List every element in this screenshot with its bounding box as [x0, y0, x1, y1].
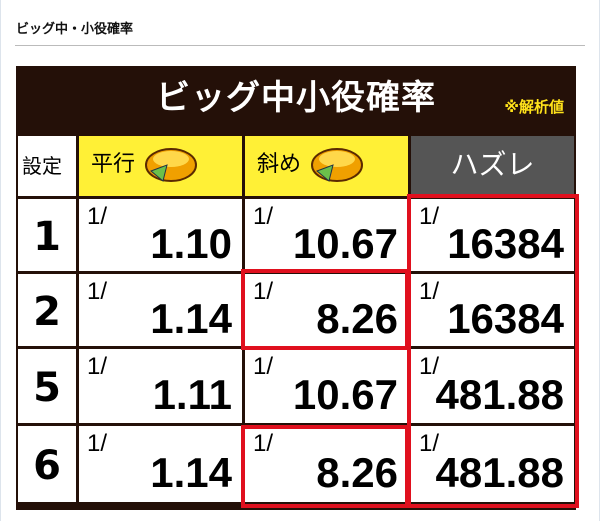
miss-probability-cell: 1/16384: [409, 197, 576, 273]
header-parallel-label: 平行: [91, 152, 136, 177]
diagonal-value: 8.26: [316, 449, 398, 496]
header-setting: 設定: [16, 134, 78, 198]
highlight-diagonal-setting-2: [241, 269, 409, 350]
miss-value: 16384: [447, 295, 564, 342]
diagonal-value: 10.67: [292, 220, 398, 267]
fraction-prefix: 1/: [87, 278, 108, 305]
parallel-value: 1.14: [150, 449, 232, 496]
setting-cell: 5: [16, 347, 78, 425]
parallel-value: 1.11: [152, 371, 232, 418]
fraction-prefix: 1/: [253, 353, 274, 380]
parallel-probability-cell: 1/1.10: [77, 197, 244, 273]
fraction-prefix: 1/: [253, 203, 274, 230]
divider: [15, 45, 585, 46]
highlight-diagonal-setting-6: [241, 425, 409, 508]
parallel-value: 1.14: [150, 295, 232, 342]
diagonal-probability-cell: 1/8.26: [243, 272, 410, 348]
parallel-value: 1.10: [150, 220, 232, 267]
diagonal-probability-cell: 1/10.67: [243, 197, 410, 273]
fraction-prefix: 1/: [87, 430, 108, 457]
fraction-prefix: 1/: [87, 353, 108, 380]
diagonal-value: 10.67: [292, 371, 398, 418]
fraction-prefix: 1/: [419, 278, 440, 305]
parallel-probability-cell: 1/1.11: [77, 347, 244, 425]
header-miss: ハズレ: [409, 134, 576, 198]
fraction-prefix: 1/: [419, 353, 440, 380]
diagonal-probability-cell: 1/8.26: [243, 424, 410, 504]
table-title-text: ビッグ中小役確率: [156, 78, 436, 118]
diagonal-probability-cell: 1/10.67: [243, 347, 410, 425]
fraction-prefix: 1/: [419, 203, 440, 230]
highlight-miss-column: [407, 194, 579, 508]
fraction-prefix: 1/: [253, 278, 274, 305]
setting-cell: 1: [16, 197, 78, 273]
fraction-prefix: 1/: [419, 430, 440, 457]
parallel-probability-cell: 1/1.14: [77, 272, 244, 348]
table-title: ビッグ中小役確率: [16, 66, 576, 132]
fraction-prefix: 1/: [87, 203, 108, 230]
analysis-note: ※解析値: [504, 98, 564, 116]
bell-icon: [311, 148, 364, 182]
miss-probability-cell: 1/16384: [409, 272, 576, 348]
miss-value: 481.88: [435, 371, 564, 418]
probability-table: ビッグ中小役確率 ※解析値 設定 平行 斜め ハズレ 1 1/1.10 1/10.6…: [16, 66, 576, 510]
header-diagonal-label: 斜め: [257, 152, 302, 177]
parallel-probability-cell: 1/1.14: [77, 424, 244, 504]
header-parallel: 平行: [77, 134, 244, 198]
setting-cell: 2: [16, 272, 78, 348]
miss-value: 481.88: [435, 449, 564, 496]
fraction-prefix: 1/: [253, 430, 274, 457]
setting-cell: 6: [16, 424, 78, 504]
bell-icon: [145, 148, 198, 182]
diagonal-value: 8.26: [316, 295, 398, 342]
section-heading: ビッグ中・小役確率: [16, 22, 134, 37]
miss-probability-cell: 1/481.88: [409, 424, 576, 504]
header-diagonal: 斜め: [243, 134, 410, 198]
miss-value: 16384: [447, 220, 564, 267]
